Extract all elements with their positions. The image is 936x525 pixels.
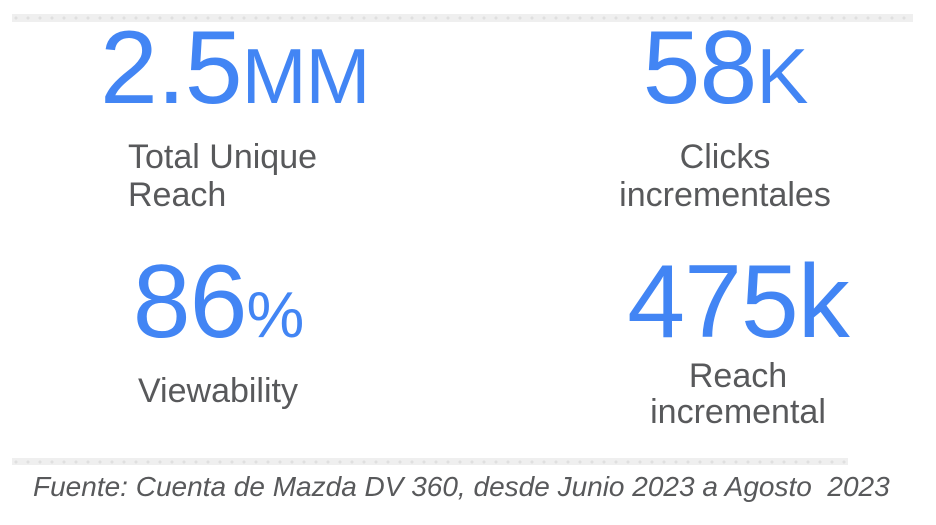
stat-value-number: 475: [627, 244, 799, 360]
stat-clicks-incrementales: 58K Clicks incrementales: [570, 16, 880, 214]
stat-reach-incremental: 475k Reach incremental: [588, 250, 888, 430]
stat-viewability: 86% Viewability: [78, 250, 358, 410]
stat-value-suffix: K: [756, 32, 808, 120]
stat-label-line: Clicks: [679, 138, 771, 176]
stat-value-number: 2.5: [100, 10, 243, 126]
stat-label-viewability: Viewability: [78, 372, 358, 410]
decorative-dotted-band-bottom: [12, 458, 848, 465]
stat-total-unique-reach: 2.5MM Total Unique Reach: [100, 16, 420, 214]
stat-value-number: 86: [132, 244, 248, 360]
stat-label-reach-incremental: Reach incremental: [588, 358, 888, 430]
stat-value-viewability: 86%: [78, 250, 358, 354]
stat-label-clicks-incrementales: Clicks incrementales: [570, 138, 880, 214]
decorative-dotted-band-top: [12, 14, 913, 22]
stat-label-line: incrementales: [619, 176, 831, 214]
stat-label-line: incremental: [650, 393, 826, 431]
stat-value-total-unique-reach: 2.5MM: [100, 16, 420, 120]
stat-label-total-unique-reach: Total Unique Reach: [128, 138, 420, 214]
source-note: Fuente: Cuenta de Mazda DV 360, desde Ju…: [33, 471, 890, 502]
stat-label-line: Reach: [688, 357, 788, 395]
stat-value-suffix: MM: [241, 32, 371, 120]
stat-value-reach-incremental: 475k: [588, 250, 888, 354]
stat-label-line: Reach: [128, 176, 227, 214]
stat-label-line: Total Unique: [128, 138, 318, 176]
stat-value-suffix: k: [797, 244, 850, 360]
stat-value-suffix: %: [246, 278, 304, 351]
stat-value-number: 58: [642, 10, 758, 126]
stat-label-line: Viewability: [137, 372, 298, 410]
stat-value-clicks-incrementales: 58K: [570, 16, 880, 120]
